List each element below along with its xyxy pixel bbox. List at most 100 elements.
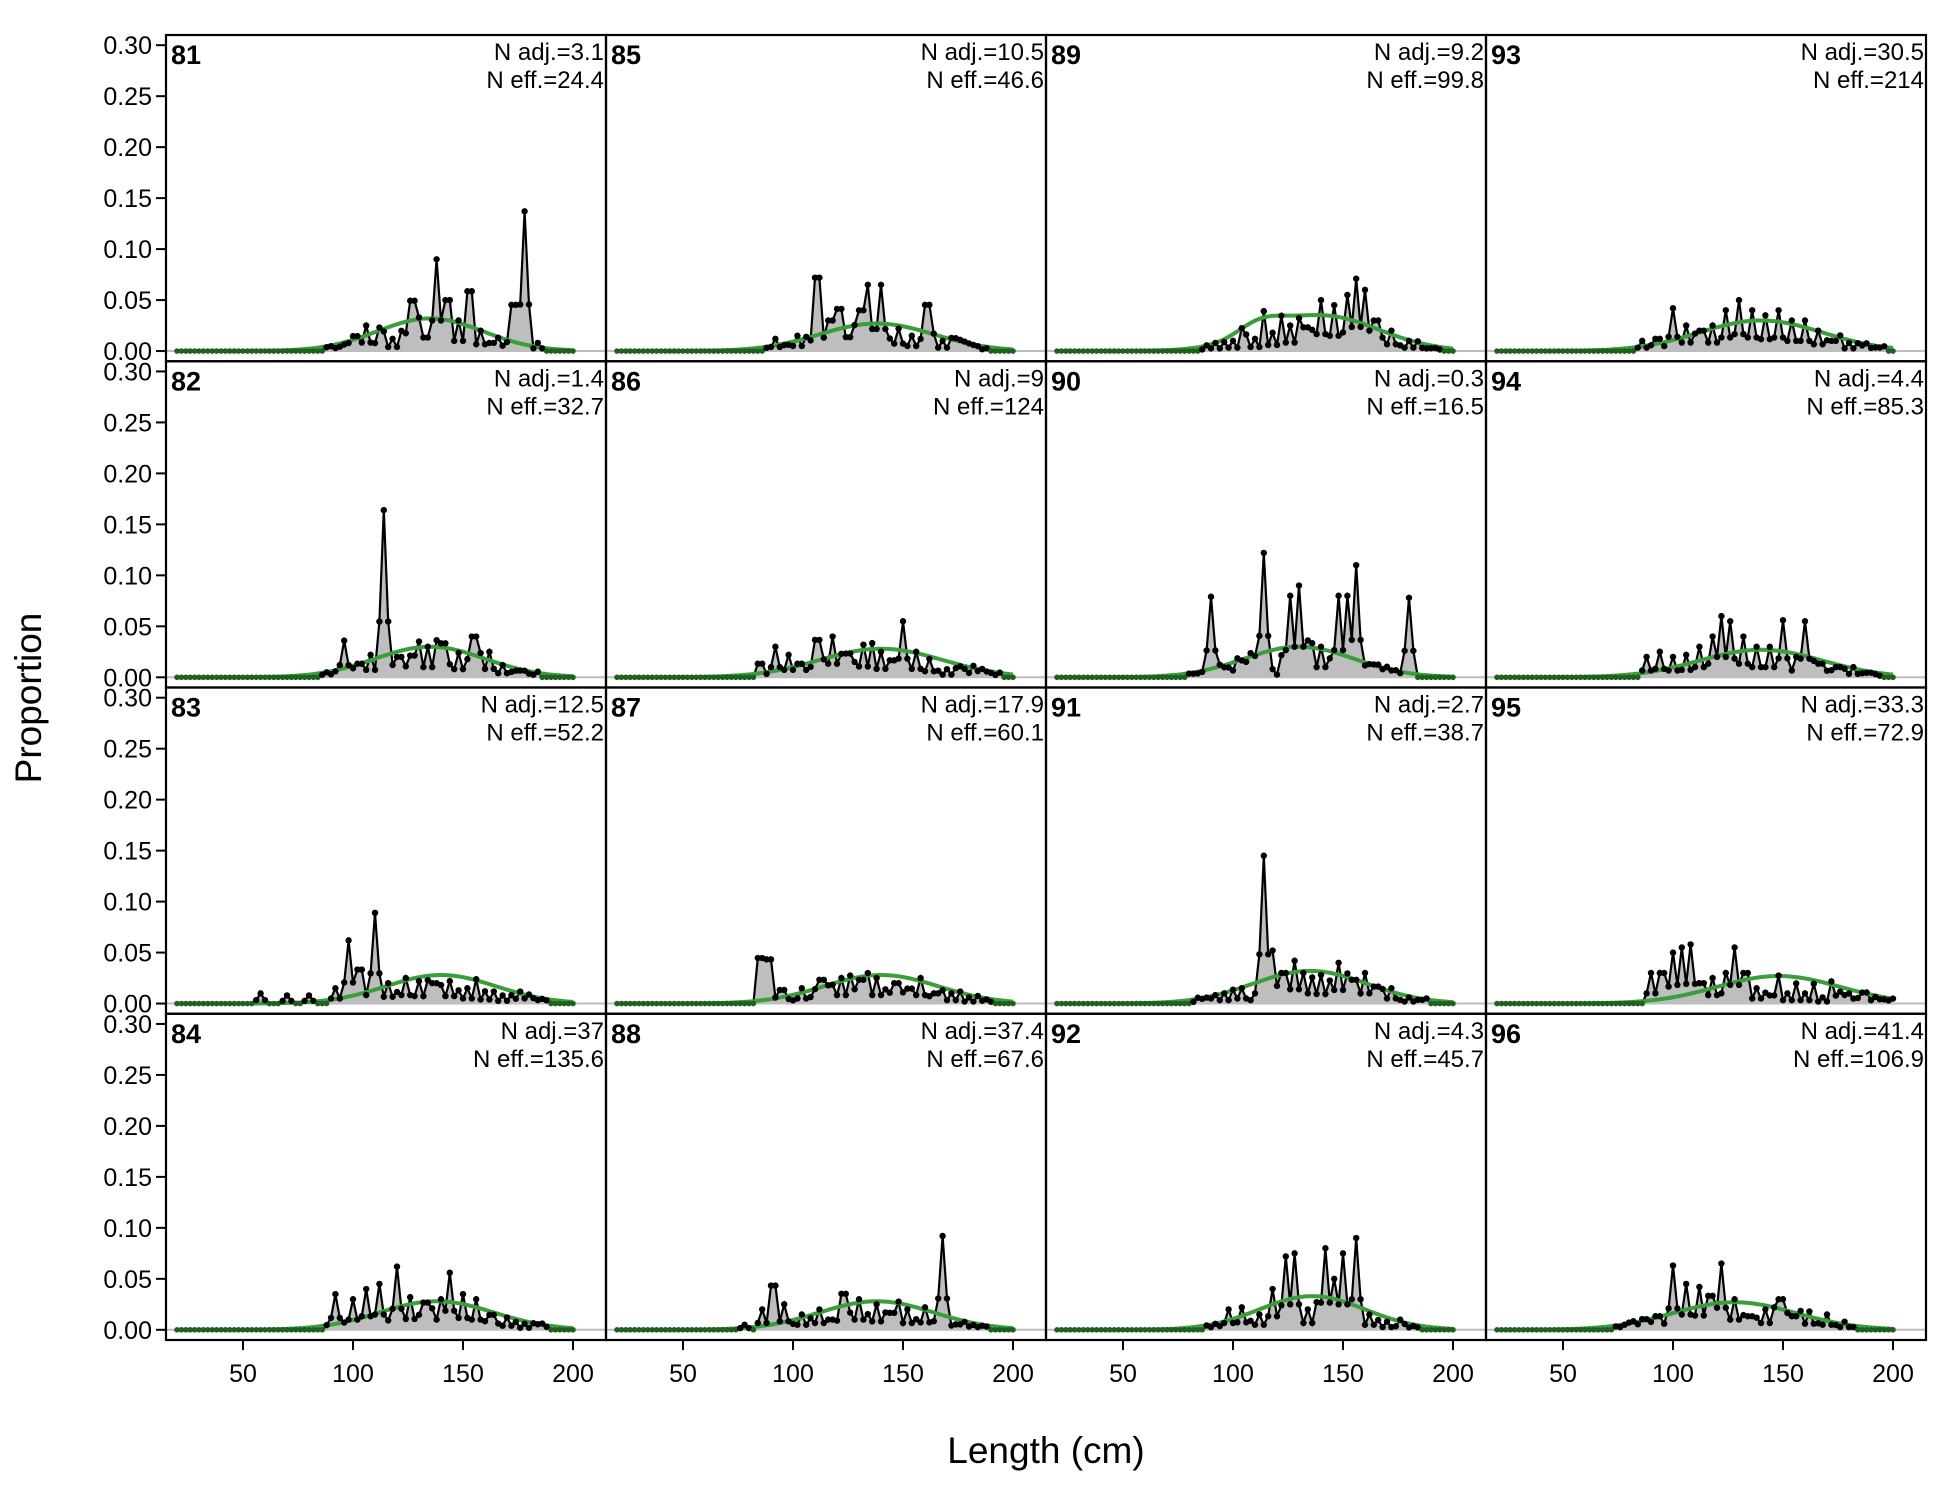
- observed-point: [803, 333, 810, 340]
- observed-point: [1392, 1323, 1400, 1330]
- y-tick-label: 0.00: [103, 664, 152, 692]
- observed-point: [754, 660, 761, 667]
- observed-point: [1525, 674, 1531, 681]
- observed-point: [1428, 1000, 1434, 1007]
- observed-point: [1683, 322, 1690, 329]
- observed-point: [552, 1000, 559, 1007]
- observed-point: [1142, 348, 1148, 354]
- panel-label: 86: [611, 366, 641, 396]
- observed-point: [1120, 1000, 1126, 1007]
- observed-point: [1216, 345, 1224, 352]
- observed-point: [380, 1311, 387, 1318]
- observed-point: [860, 976, 867, 983]
- observed-point: [997, 1327, 1003, 1333]
- observed-point: [1727, 981, 1734, 989]
- observed-point: [433, 1316, 440, 1323]
- observed-point: [1005, 674, 1012, 681]
- observed-point: [1313, 663, 1320, 671]
- observed-point: [1419, 674, 1425, 681]
- observed-point: [503, 1314, 511, 1321]
- observed-area: [1057, 1238, 1453, 1330]
- observed-point: [235, 674, 242, 681]
- observed-point: [1503, 348, 1509, 354]
- observed-point: [1441, 1327, 1447, 1333]
- observed-point: [249, 1327, 255, 1333]
- observed-point: [284, 348, 290, 354]
- observed-point: [1775, 1296, 1782, 1303]
- y-tick-label: 0.05: [103, 940, 152, 968]
- observed-point: [297, 348, 304, 354]
- observed-point: [205, 674, 211, 681]
- observed-point: [689, 348, 695, 354]
- observed-point: [1129, 1000, 1135, 1007]
- observed-point: [693, 348, 699, 354]
- observed-point: [1199, 1327, 1205, 1333]
- observed-point: [882, 986, 889, 993]
- observed-point: [807, 1315, 814, 1322]
- observed-point: [864, 969, 871, 977]
- observed-point: [1555, 1000, 1562, 1007]
- observed-point: [838, 305, 845, 313]
- observed-point: [1766, 643, 1774, 650]
- observed-point: [209, 1000, 215, 1007]
- observed-point: [218, 1000, 224, 1007]
- observed-point: [983, 1323, 990, 1330]
- n-eff-text: N eff.=99.8: [1366, 67, 1484, 94]
- panel-label: 88: [611, 1019, 641, 1049]
- observed-point: [653, 1327, 660, 1333]
- observed-point: [1634, 1321, 1642, 1328]
- observed-point: [1890, 1327, 1896, 1333]
- x-tick-label: 100: [772, 1360, 814, 1388]
- observed-point: [534, 339, 541, 347]
- observed-point: [424, 643, 431, 650]
- observed-point: [1529, 1327, 1535, 1333]
- observed-point: [1591, 674, 1597, 681]
- observed-point: [257, 990, 264, 997]
- observed-point: [724, 674, 730, 681]
- observed-point: [1867, 996, 1875, 1004]
- observed-point: [565, 1327, 572, 1333]
- observed-point: [1278, 1302, 1285, 1309]
- panel-label: 96: [1491, 1019, 1521, 1049]
- observed-point: [658, 348, 664, 354]
- observed-point: [1322, 663, 1329, 671]
- observed-point: [759, 348, 765, 354]
- observed-point: [1256, 343, 1263, 351]
- observed-point: [1784, 990, 1791, 997]
- observed-point: [741, 1000, 748, 1007]
- y-tick-label: 0.00: [103, 991, 152, 1019]
- observed-point: [336, 1314, 343, 1322]
- observed-point: [1744, 969, 1752, 977]
- observed-point: [1639, 667, 1646, 674]
- observed-point: [1613, 348, 1619, 354]
- observed-point: [1656, 335, 1664, 343]
- observed-point: [1383, 1318, 1391, 1325]
- observed-point: [1093, 1000, 1100, 1007]
- observed-point: [455, 987, 462, 994]
- observed-point: [1111, 348, 1117, 354]
- observed-point: [1525, 348, 1531, 354]
- observed-point: [1089, 1327, 1095, 1333]
- observed-point: [451, 1307, 458, 1314]
- observed-point: [1432, 674, 1439, 681]
- observed-point: [930, 990, 937, 997]
- observed-point: [517, 988, 524, 995]
- observed-point: [1700, 1312, 1708, 1319]
- observed-point: [882, 665, 889, 673]
- observed-point: [1762, 663, 1769, 671]
- observed-point: [1779, 617, 1787, 624]
- observed-point: [1740, 969, 1747, 977]
- observed-point: [1107, 674, 1113, 681]
- observed-point: [385, 343, 392, 351]
- observed-point: [464, 288, 471, 295]
- observed-point: [1617, 1000, 1623, 1007]
- observed-point: [1709, 974, 1716, 982]
- observed-point: [877, 1318, 885, 1325]
- observed-point: [816, 274, 823, 281]
- observed-point: [623, 348, 629, 354]
- observed-point: [1542, 674, 1549, 681]
- panel-89: 89 N adj.=9.2N eff.=99.8: [1044, 33, 1488, 363]
- observed-point: [1586, 348, 1593, 354]
- observed-point: [1005, 1000, 1012, 1007]
- observed-point: [349, 665, 357, 672]
